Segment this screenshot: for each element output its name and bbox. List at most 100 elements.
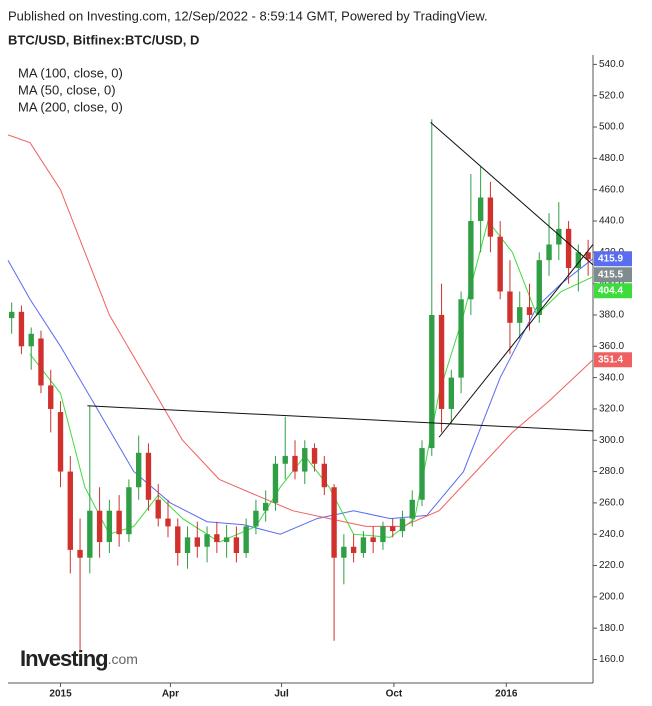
candle-body [18,311,25,347]
candle-body [302,448,308,472]
x-tick-label: 2016 [495,689,518,700]
candle-body [370,537,376,543]
candle-body [233,537,240,554]
candle-body [214,534,220,543]
legend-entry: MA (50, close, 0) [18,82,116,97]
candle-body [390,526,396,532]
candle-body [28,333,34,347]
ma-line [29,219,594,543]
candle-body [184,537,191,554]
candle-body [263,502,269,511]
y-tick-label: 160.0 [599,654,624,665]
candle-body [507,291,513,323]
candle-body [438,314,445,409]
candle-body [135,452,142,488]
candle-body [331,487,337,558]
candle-body [380,526,386,543]
candle-body [575,252,582,268]
legend-entry: MA (100, close, 0) [18,65,123,80]
y-tick-label: 300.0 [599,435,624,446]
candle-body [96,510,103,543]
logo: Investing.com [20,646,138,671]
price-tag [594,251,632,267]
y-tick-label: 360.0 [599,341,624,352]
y-tick-label: 280.0 [599,466,624,477]
candle-body [311,448,318,464]
candle-body [429,314,435,449]
y-tick-label: 460.0 [599,184,624,195]
price-tag-label: 404.4 [598,285,623,296]
candle-body [565,228,572,268]
candle-body [458,299,464,378]
candle-body [253,510,259,527]
candle-body [126,487,132,535]
candle-body [360,537,367,554]
candle-body [468,221,474,300]
logo-name: Investing [20,646,108,671]
candle-body [57,412,64,472]
candle-body [419,448,425,500]
candle-body [194,537,200,547]
candle-body [350,546,357,554]
x-tick-label: Apr [162,689,179,700]
candle-body [585,252,591,260]
y-tick-label: 500.0 [599,122,624,133]
price-tag-label: 351.4 [598,354,623,365]
candle-body [155,499,161,519]
candle-body [399,518,406,532]
y-tick-label: 180.0 [599,623,624,634]
candle-body [409,499,415,519]
chart-title: BTC/USD, Bitfinex:BTC/USD, D [8,32,199,47]
logo-suffix: .com [108,651,138,667]
y-tick-label: 340.0 [599,372,624,383]
candle-body [448,377,455,409]
x-tick-label: Oct [386,689,403,700]
y-tick-label: 240.0 [599,529,624,540]
header: Published on Investing.com, 12/Sep/2022 … [8,8,488,23]
x-tick-label: 2015 [49,689,72,700]
price-tag [594,352,632,368]
price-tag-label: 415.5 [598,269,623,280]
y-tick-label: 260.0 [599,498,624,509]
candle-body [175,526,181,554]
candle-body [341,546,347,558]
candle-body [8,311,15,319]
candle-body [487,197,494,237]
y-tick-label: 440.0 [599,216,624,227]
candle-body [321,463,328,488]
price-tag [594,267,632,283]
candle-body [38,338,44,386]
candle-body [87,510,93,558]
candle-body [243,526,249,554]
y-tick-label: 480.0 [599,153,624,164]
candle-body [106,510,113,543]
candle-body [223,537,230,543]
candle-body [292,455,298,472]
y-tick-label: 200.0 [599,592,624,603]
price-tag-label: 415.9 [598,253,623,264]
candle-body [48,385,54,409]
candle-body [272,463,279,503]
ma-line [7,258,594,535]
y-tick-label: 520.0 [599,90,624,101]
candle-body [282,455,288,464]
ma-line [7,134,594,527]
candle-body [536,260,542,315]
candle-body [477,197,484,222]
y-tick-label: 320.0 [599,404,624,415]
candle-body [77,549,83,558]
candle-body [116,510,122,535]
price-tag [594,283,632,299]
candle-body [526,307,533,315]
candle-body [546,244,552,261]
candle-body [67,471,73,550]
indicators [7,134,594,543]
candle-body [165,518,171,527]
y-tick-label: 540.0 [599,59,624,70]
candle-body [497,236,503,292]
candle-body [204,534,210,547]
x-tick-label: Jul [274,689,289,700]
trendline [438,244,594,438]
candle-body [517,307,523,323]
